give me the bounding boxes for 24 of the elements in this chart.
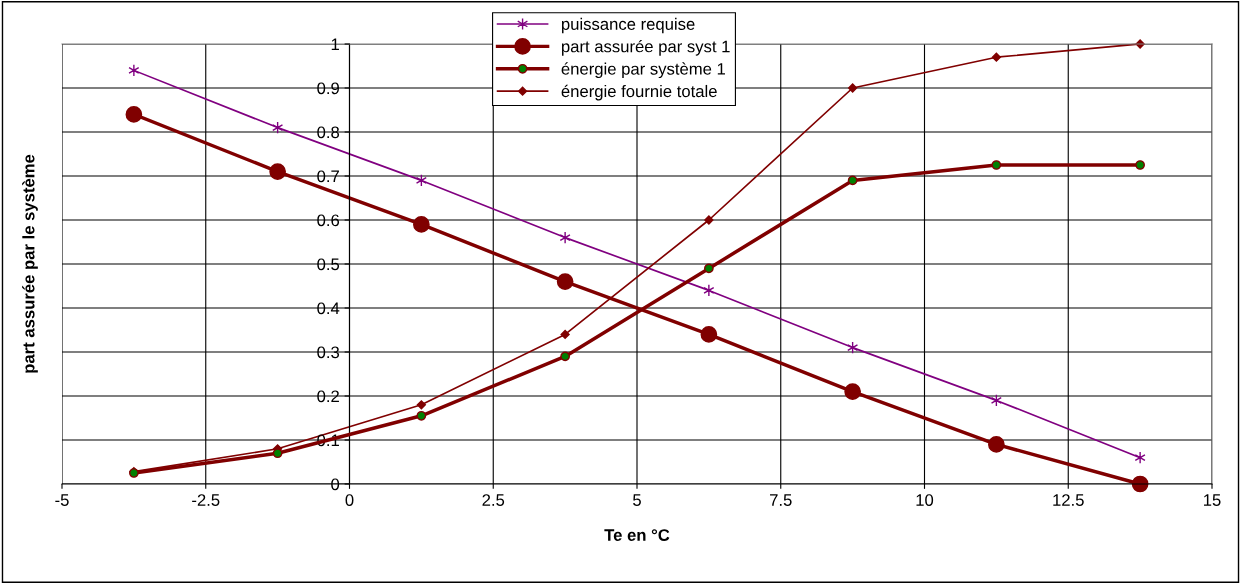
y-tick-label: 0.5	[317, 258, 340, 271]
y-tick-label: 0.3	[317, 346, 340, 359]
legend-label: part assurée par syst 1	[561, 39, 730, 56]
legend-label: énergie par système 1	[561, 62, 725, 79]
x-tick-label: 12.5	[1053, 494, 1084, 506]
y-tick-label: 0.7	[317, 170, 339, 183]
y-tick-label: 0.4	[317, 302, 340, 315]
x-tick-label: 15	[1204, 494, 1221, 506]
y-axis-title: part assurée par le système	[22, 154, 38, 373]
x-tick-label: -2.5	[192, 494, 220, 506]
legend-label: énergie fournie totale	[561, 84, 717, 101]
x-tick-label: 7.5	[770, 494, 792, 506]
x-tick-label: 10	[916, 494, 934, 506]
x-axis-title: Te en °C	[604, 529, 670, 541]
x-tick-label: 2.5	[482, 494, 505, 506]
legend-label: puissance requise	[561, 17, 695, 34]
y-tick-label: 0.2	[317, 390, 339, 403]
y-tick-label: 0.9	[317, 82, 339, 95]
x-tick-label: 0	[345, 494, 354, 506]
x-tick-label: -5	[55, 494, 69, 506]
y-tick-label: 0.8	[317, 126, 340, 139]
x-tick-label: 5	[633, 494, 641, 506]
y-tick-label: 0.6	[317, 214, 340, 227]
y-tick-label: 1	[331, 38, 339, 51]
